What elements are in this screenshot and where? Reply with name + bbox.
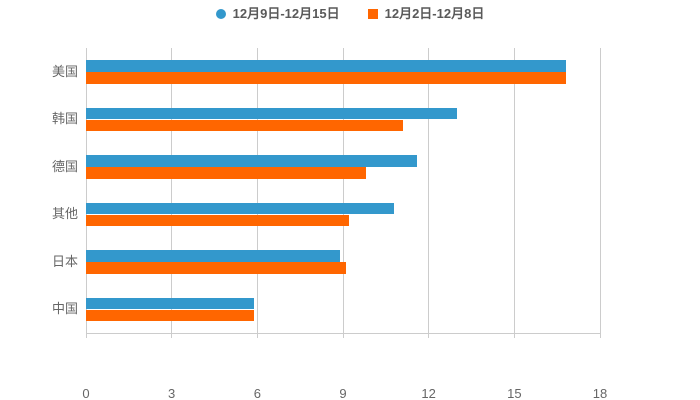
- bar-s0-c0: [86, 60, 566, 72]
- bar-s1-c0: [86, 72, 566, 84]
- x-tick-label-9: 9: [339, 386, 347, 400]
- y-category-label: 日本: [51, 253, 78, 269]
- x-tick-12: [428, 333, 430, 338]
- bar-s0-c2: [86, 155, 418, 167]
- gridline-x-18: [599, 48, 601, 333]
- y-category-label: 德国: [51, 158, 78, 174]
- x-tick-6: [256, 333, 258, 338]
- bar-s0-c5: [86, 297, 255, 310]
- legend-label-dec9-15: 12月9日-12月15日: [232, 6, 340, 21]
- bar-s1-c3: [86, 214, 349, 227]
- plot-area: 0 3 6 9 12 15 18 美国韩国德国其他日本中国: [52, 48, 607, 400]
- x-tick-18: [599, 333, 601, 338]
- x-tick-9: [342, 333, 344, 338]
- bar-s1-c4: [86, 262, 346, 274]
- chart-legend: 12月9日-12月15日 12月2日-12月8日: [0, 4, 700, 24]
- legend-item-dec2-8[interactable]: 12月2日-12月8日: [367, 6, 485, 22]
- x-tick-3: [171, 333, 173, 338]
- x-tick-label-6: 6: [253, 386, 261, 400]
- gridline-x-12: [428, 48, 430, 333]
- y-category-label: 韩国: [51, 111, 78, 127]
- bar-s0-c3: [86, 202, 395, 215]
- x-tick-label-18: 18: [592, 386, 608, 400]
- gridline-x-6: [256, 48, 258, 333]
- x-tick-label-3: 3: [168, 386, 176, 400]
- legend-item-dec9-15[interactable]: 12月9日-12月15日: [215, 6, 340, 22]
- bar-s1-c1: [86, 119, 403, 132]
- legend-circle-marker-icon: [215, 9, 226, 19]
- x-tick-15: [513, 333, 515, 338]
- gridline-x-3: [171, 48, 173, 333]
- y-category-label: 美国: [51, 63, 78, 79]
- bar-s1-c2: [86, 167, 366, 179]
- y-category-label: 其他: [51, 206, 78, 222]
- bar-s1-c5: [86, 309, 255, 322]
- x-tick-label-15: 15: [507, 386, 522, 400]
- gridline-x-15: [513, 48, 515, 333]
- x-tick-label-12: 12: [421, 386, 436, 400]
- bar-s0-c4: [86, 250, 341, 262]
- bar-s0-c1: [86, 107, 458, 120]
- x-tick-0: [85, 333, 87, 338]
- legend-square-marker-icon: [367, 9, 378, 19]
- y-axis-line: [85, 48, 87, 333]
- y-category-label: 中国: [51, 301, 78, 317]
- gridline-x-9: [342, 48, 344, 333]
- x-tick-label-0: 0: [82, 386, 90, 400]
- x-axis-line: [86, 333, 601, 334]
- legend-label-dec2-8: 12月2日-12月8日: [384, 6, 485, 21]
